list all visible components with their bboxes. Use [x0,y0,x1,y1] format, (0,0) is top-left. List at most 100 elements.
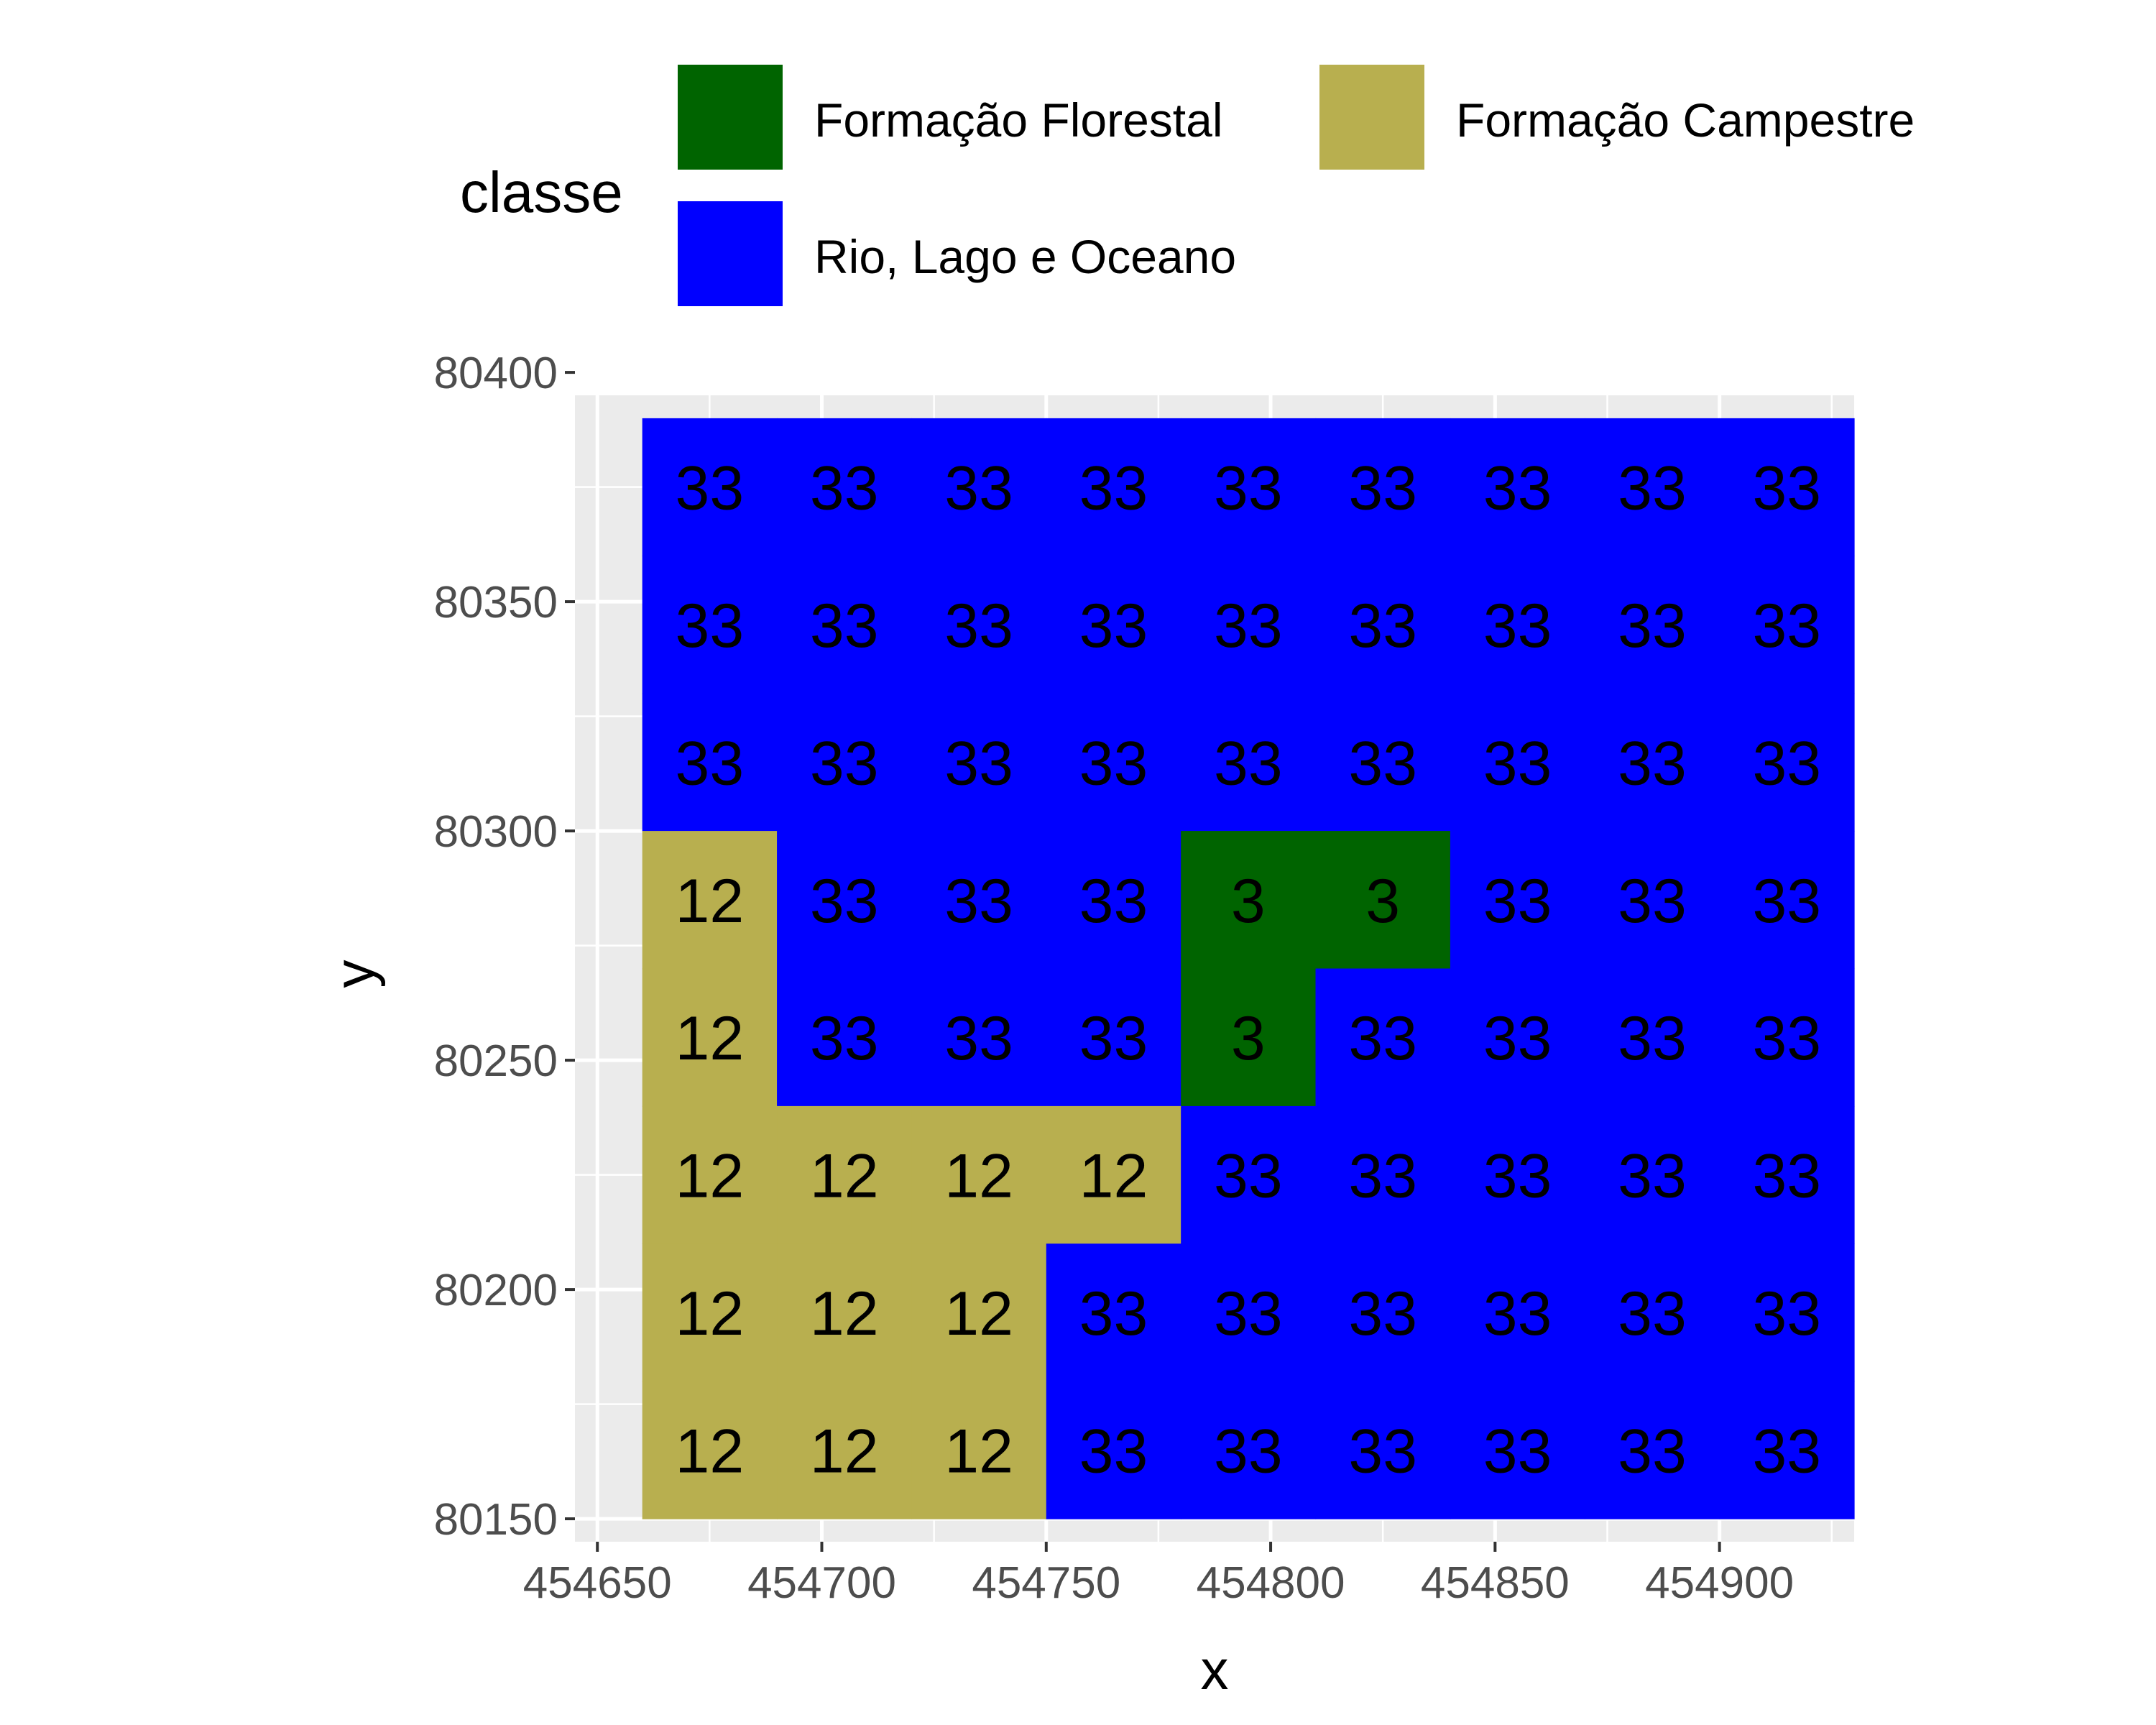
cell-value-label: 33 [1752,1142,1821,1211]
cell-value-label: 33 [1214,592,1283,661]
cell-value-label: 33 [1618,729,1687,798]
heatmap-cell [1719,556,1855,694]
cell-value-label: 33 [1752,592,1821,661]
heatmap-cell [777,1105,913,1244]
cell-value-label: 33 [1752,1004,1821,1073]
heatmap-cell [1046,693,1181,832]
cell-value-label: 33 [1483,729,1552,798]
cell-value-label: 33 [944,1004,1013,1073]
cell-value-label: 3 [1365,867,1400,936]
cell-value-label: 33 [1483,1279,1552,1348]
cell-value-label: 33 [944,867,1013,936]
heatmap-cell [642,1105,778,1244]
cell-value-label: 33 [1079,867,1148,936]
heatmap-cell [777,1381,913,1519]
heatmap-cell [1450,693,1585,832]
heatmap-cell [642,556,778,694]
heatmap-cell [642,418,778,556]
cell-value-label: 33 [810,1004,879,1073]
cell-value-label: 3 [1231,867,1266,936]
cell-value-label: 12 [676,1417,745,1486]
cell-value-label: 33 [1483,454,1552,523]
legend-label: Formação Florestal [814,93,1223,147]
y-tick-label: 80400 [434,349,558,398]
heatmap-cell [1181,556,1317,694]
heatmap-cell [777,831,913,970]
cell-value-label: 33 [1618,1004,1687,1073]
heatmap-cell [777,556,913,694]
cell-value-label: 33 [1214,454,1283,523]
heatmap-cell [1585,556,1720,694]
cell-value-label: 33 [1618,1142,1687,1211]
legend-label: Formação Campestre [1456,93,1915,147]
heatmap-cell [1046,1243,1181,1382]
cell-value-label: 12 [810,1417,879,1486]
heatmap-cell [911,418,1047,556]
cell-value-label: 33 [944,454,1013,523]
heatmap-cell [1315,1105,1451,1244]
heatmap-cell [1181,693,1317,832]
cell-value-label: 33 [1348,454,1417,523]
cell-value-label: 12 [810,1142,879,1211]
heatmap-cell [911,693,1047,832]
cell-value-label: 12 [810,1279,879,1348]
cell-value-label: 33 [1752,1417,1821,1486]
heatmap-cell [911,1243,1047,1382]
cell-value-label: 33 [1752,1279,1821,1348]
heatmap-cell [1450,1105,1585,1244]
heatmap-cell [1585,1243,1720,1382]
heatmap-cell [1719,831,1855,970]
cell-value-label: 33 [1079,592,1148,661]
heatmap-cell [1719,418,1855,556]
heatmap-cell [1450,1381,1585,1519]
y-tick-label: 80250 [434,1036,558,1086]
heatmap-cell [642,1381,778,1519]
cell-value-label: 33 [1348,729,1417,798]
heatmap-cell [1719,1381,1855,1519]
heatmap-cell [1181,418,1317,556]
cell-value-label: 33 [1483,1004,1552,1073]
cell-value-label: 33 [1348,1417,1417,1486]
heatmap-cell [777,968,913,1107]
heatmap-cell [1315,1243,1451,1382]
y-tick-label: 80200 [434,1266,558,1315]
cell-value-label: 33 [1618,592,1687,661]
heatmap-cell [777,1243,913,1382]
cell-value-label: 33 [676,729,745,798]
cell-value-label: 33 [1348,592,1417,661]
legend-title: classe [460,160,623,224]
heatmap-cell [1046,1105,1181,1244]
x-tick-label: 454900 [1645,1558,1794,1608]
x-tick-label: 454850 [1421,1558,1570,1608]
cell-value-label: 33 [1214,729,1283,798]
cell-value-label: 33 [1618,867,1687,936]
cell-value-label: 33 [1348,1004,1417,1073]
heatmap-cell [1585,968,1720,1107]
heatmap-cell [1719,1243,1855,1382]
heatmap-cells [642,418,1855,1519]
legend-key [1319,65,1424,170]
x-axis-title: x [1201,1638,1229,1701]
cell-value-label: 33 [1079,1279,1148,1348]
cell-value-label: 12 [944,1142,1013,1211]
heatmap-cell [911,968,1047,1107]
cell-value-label: 12 [676,1004,745,1073]
cell-value-label: 33 [676,592,745,661]
cell-value-label: 33 [1079,454,1148,523]
heatmap-cell [1450,1243,1585,1382]
heatmap-cell [1046,1381,1181,1519]
cell-value-label: 12 [1079,1142,1148,1211]
y-axis-title: y [323,960,386,988]
heatmap-cell [1585,831,1720,970]
cell-value-label: 33 [1214,1279,1283,1348]
x-tick-label: 454700 [747,1558,896,1608]
x-tick-label: 454650 [523,1558,672,1608]
heatmap-cell [1585,418,1720,556]
cell-value-label: 33 [810,454,879,523]
heatmap-cell [911,1381,1047,1519]
axes: 454650 454700 454750 454800 454850 454900 8015… [434,349,1794,1608]
cell-value-label: 3 [1231,1004,1266,1073]
y-tick-label: 80350 [434,578,558,627]
cell-value-label: 33 [1618,1417,1687,1486]
heatmap-cell [1315,968,1451,1107]
